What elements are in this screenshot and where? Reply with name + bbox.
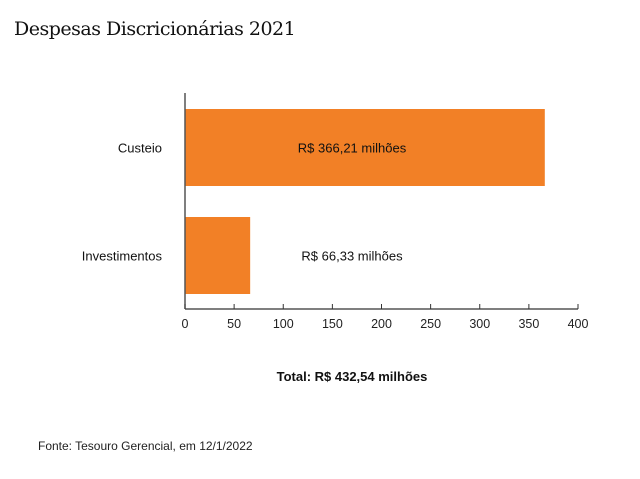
x-tick-label: 300 xyxy=(469,317,490,331)
bar-custeio xyxy=(185,109,545,186)
category-label: Custeio xyxy=(118,141,162,156)
x-tick-label: 150 xyxy=(322,317,343,331)
total-label: Total: R$ 432,54 milhões xyxy=(276,369,428,384)
source-note: Fonte: Tesouro Gerencial, em 12/1/2022 xyxy=(38,439,253,453)
bar-investimentos xyxy=(185,217,251,294)
x-tick-label: 400 xyxy=(568,317,589,331)
category-label: Investimentos xyxy=(82,249,163,264)
x-tick-label: 250 xyxy=(420,317,441,331)
chart-title: Despesas Discricionárias 2021 xyxy=(14,18,296,40)
x-tick-label: 0 xyxy=(182,317,189,331)
x-tick-label: 350 xyxy=(518,317,539,331)
x-tick-label: 50 xyxy=(227,317,241,331)
data-label: R$ 66,33 milhões xyxy=(301,249,403,264)
x-tick-label: 200 xyxy=(371,317,392,331)
data-label: R$ 366,21 milhões xyxy=(298,141,407,156)
x-tick-label: 100 xyxy=(273,317,294,331)
